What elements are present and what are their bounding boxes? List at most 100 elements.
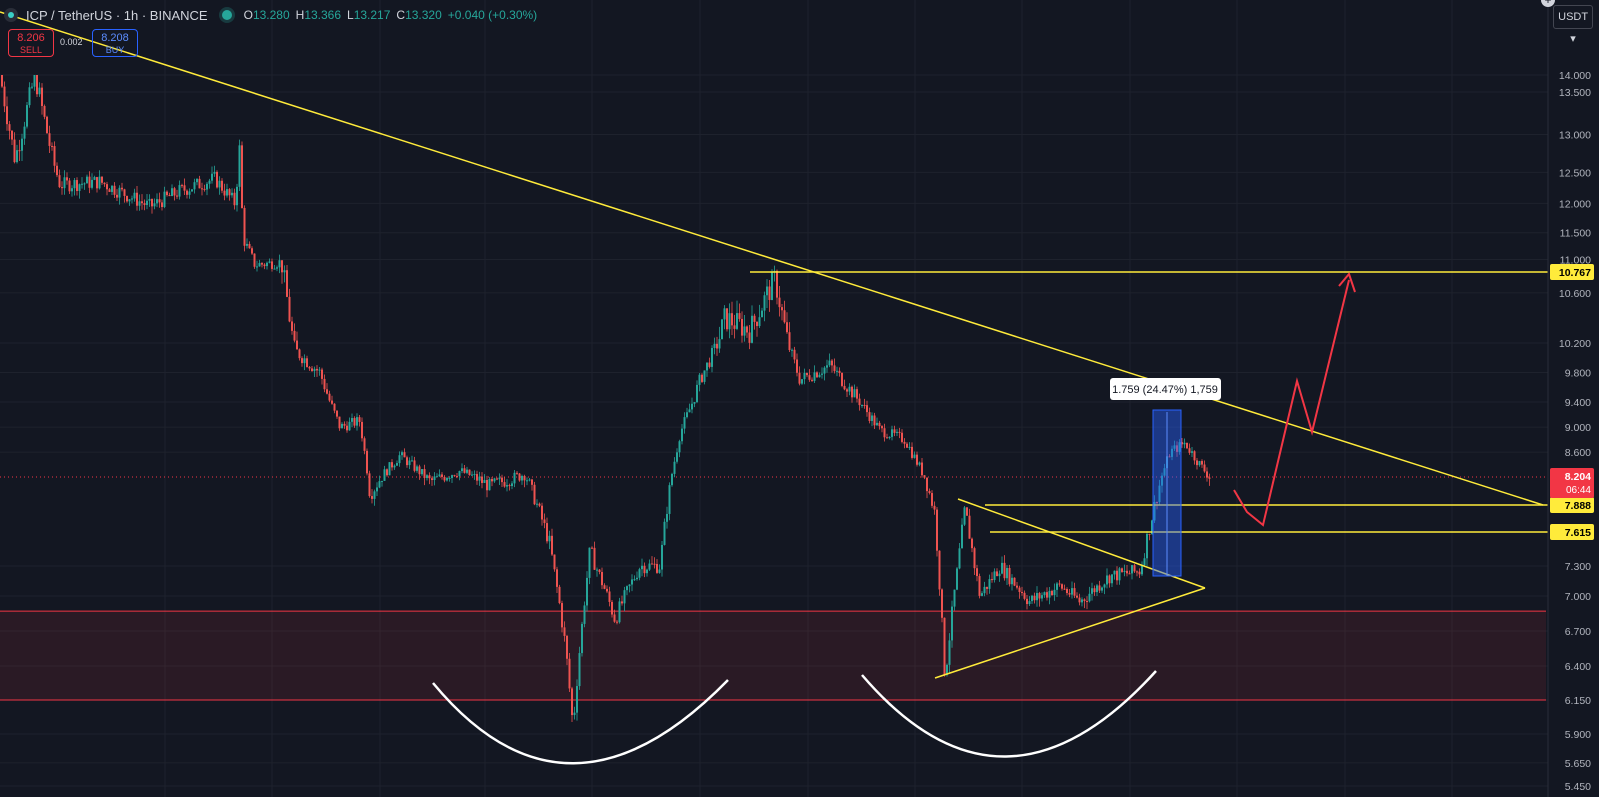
symbol-title[interactable]: ICP / TetherUS · 1h · BINANCE xyxy=(26,7,208,23)
buy-button[interactable]: 8.208 BUY xyxy=(92,29,138,57)
candle-body xyxy=(1106,575,1108,585)
candle-body xyxy=(48,133,51,146)
candle-body xyxy=(141,201,143,204)
candle-body xyxy=(891,429,893,437)
candle-body xyxy=(176,195,178,197)
candle-body xyxy=(283,270,286,273)
candle-body xyxy=(638,569,641,578)
candle-body xyxy=(951,606,953,641)
cup-pattern-right[interactable] xyxy=(861,670,1157,758)
candle-body xyxy=(1141,565,1143,575)
candle-body xyxy=(388,462,391,476)
triangle-lower-line[interactable] xyxy=(934,587,1206,679)
candle-body xyxy=(108,189,111,192)
currency-label: USDT xyxy=(1558,11,1588,23)
candle-body xyxy=(1023,592,1026,599)
candle-body xyxy=(46,116,48,134)
candle-body xyxy=(513,472,516,484)
candle-body xyxy=(873,415,876,426)
candle-body xyxy=(921,462,923,476)
candle-body xyxy=(728,313,731,330)
projection-path[interactable] xyxy=(1233,279,1350,527)
candle-body xyxy=(883,428,886,438)
candle-body xyxy=(58,175,61,188)
candle-body xyxy=(118,187,121,198)
price-axis-tick: 6.400 xyxy=(1565,661,1591,673)
price-axis-tick: 9.800 xyxy=(1565,368,1591,380)
candle-body xyxy=(691,403,693,410)
candle-body xyxy=(556,569,558,587)
candle-body xyxy=(851,386,853,398)
candle-body xyxy=(483,480,486,483)
candle-body xyxy=(71,188,73,192)
candle-body xyxy=(528,479,531,481)
candle-body xyxy=(183,185,186,191)
candle-body xyxy=(121,187,123,190)
candle-body xyxy=(1013,577,1016,586)
candle-body xyxy=(391,462,393,468)
candle-body xyxy=(1046,592,1048,598)
candle-body xyxy=(41,87,43,106)
ohlc-key: O xyxy=(243,8,253,22)
candle-body xyxy=(948,640,951,665)
candle-body xyxy=(188,191,191,195)
candle-body xyxy=(303,358,306,364)
sell-button[interactable]: 8.206 SELL xyxy=(8,29,54,57)
candle-body xyxy=(441,474,443,477)
candle-body xyxy=(1018,587,1021,592)
candle-body xyxy=(16,150,18,163)
candle-body xyxy=(611,601,613,615)
candle-body xyxy=(1188,448,1191,453)
main-downtrend-line[interactable] xyxy=(0,11,1544,506)
candle-body xyxy=(178,185,181,197)
candle-body xyxy=(836,370,838,372)
candle-body xyxy=(606,588,608,592)
price-tag-text: 7.888 xyxy=(1565,500,1591,512)
candle-body xyxy=(668,485,671,514)
candle-body xyxy=(1076,595,1078,598)
candle-body xyxy=(918,462,921,465)
candle-body xyxy=(211,173,213,181)
candle-body xyxy=(1176,445,1178,452)
candle-body xyxy=(481,476,483,483)
currency-dropdown[interactable]: USDT ▾ xyxy=(1553,5,1593,45)
cup-pattern-left[interactable] xyxy=(432,679,729,765)
candle-body xyxy=(488,478,491,491)
ohlc-value: 13.366 xyxy=(304,8,342,22)
price-axis-tick: 14.000 xyxy=(1559,70,1591,82)
candle-body xyxy=(261,263,263,265)
candle-body xyxy=(113,185,116,195)
candle-body xyxy=(711,348,713,367)
candle-body xyxy=(56,165,58,176)
candle-body xyxy=(703,370,706,382)
candle-body xyxy=(966,507,968,516)
candle-body xyxy=(706,362,708,371)
triangle-upper-line[interactable] xyxy=(957,498,1206,589)
candle-body xyxy=(1056,583,1058,590)
candle-body xyxy=(148,198,151,201)
candle-body xyxy=(138,201,141,206)
candle-body xyxy=(536,503,538,505)
candle-body xyxy=(66,177,68,181)
candle-body xyxy=(361,421,363,439)
candle-body xyxy=(33,75,36,87)
price-axis[interactable]: 14.000 13.500 13.000 12.500 12.000 11.500 11.0… xyxy=(1547,0,1599,797)
candle-body xyxy=(271,261,273,269)
candle-body xyxy=(161,202,163,207)
price-axis-tick: 6.700 xyxy=(1565,626,1591,638)
candle-body xyxy=(433,476,436,481)
candle-body xyxy=(378,481,381,488)
candle-body xyxy=(628,584,631,587)
candle-body xyxy=(1193,451,1196,461)
add-icon[interactable]: + xyxy=(1541,0,1555,7)
candle-body xyxy=(1178,442,1181,452)
candle-body xyxy=(573,712,576,716)
candle-body xyxy=(501,477,503,483)
candle-body xyxy=(523,475,526,481)
candle-body xyxy=(356,417,358,426)
candle-body xyxy=(871,415,873,421)
candle-body xyxy=(306,358,308,368)
candle-body xyxy=(671,473,673,486)
candle-body xyxy=(468,469,471,476)
